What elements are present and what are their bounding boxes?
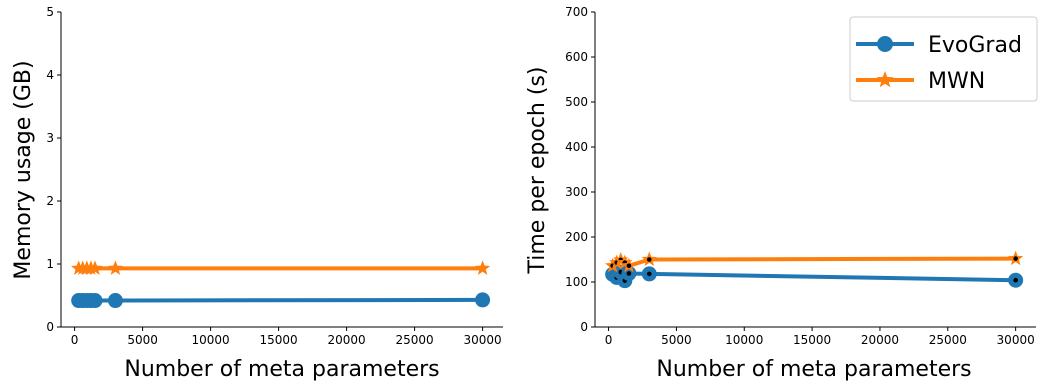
time-x-tick-label: 25000 [929,333,967,347]
memory-x-axis-label: Number of meta parameters [124,357,439,382]
legend-evograd-label: EvoGrad [928,33,1022,58]
time-y-tick-label: 100 [565,275,588,289]
memory-y-tick-label: 3 [46,131,54,145]
memory-x-tick-label: 5000 [127,333,158,347]
memory-plot-area: 0 5000 10000 15000 20000 25000 30000 0 1 2 3 4 5 [46,5,503,347]
time-x-tick-label: 5000 [661,333,692,347]
memory-evograd-point [107,293,123,309]
memory-x-tick-label: 0 [71,333,79,347]
legend-mwn-marker [876,71,894,88]
time-series-mwn-line [610,256,1018,268]
legend-entry-mwn: MWN [856,69,985,94]
time-x-tick-label: 30000 [997,333,1035,347]
time-evograd-point-center [1013,277,1018,283]
memory-y-tick-label: 4 [46,68,54,82]
time-x-axis-label: Number of meta parameters [656,357,971,382]
memory-mwn-point [474,260,491,275]
time-x-tick-label: 10000 [725,333,763,347]
memory-x-tick-label: 20000 [328,333,366,347]
time-evograd-point-center [646,271,652,277]
time-per-epoch-chart: 0 5000 10000 15000 20000 25000 30000 0 100 200 300… [525,5,1038,382]
time-y-tick-label: 500 [565,95,588,109]
memory-x-tick-label: 10000 [192,333,230,347]
time-y-tick-label: 0 [580,320,588,334]
memory-y-tick-label: 0 [46,320,54,334]
time-y-tick-label: 300 [565,185,588,199]
time-mwn-point-center [626,263,632,269]
memory-x-tick-label: 25000 [396,333,434,347]
memory-y-axis-label: Memory usage (GB) [11,60,36,279]
memory-usage-chart: 0 5000 10000 15000 20000 25000 30000 0 1 2 3 4 5 Num… [11,5,503,382]
memory-mwn-point [87,260,103,275]
time-series-evograd-line [610,270,1018,283]
memory-x-tick-label: 15000 [260,333,298,347]
legend-entry-evograd: EvoGrad [856,33,1022,58]
time-evograd-point-center [626,271,632,276]
legend-mwn-label: MWN [928,69,985,94]
time-x-tick-label: 0 [605,333,613,347]
memory-evograd-point [87,293,103,309]
time-y-tick-label: 200 [565,230,588,244]
memory-mwn-point [107,260,124,275]
memory-y-tick-label: 5 [46,5,54,19]
legend-evograd-marker [877,36,893,52]
time-y-tick-label: 700 [565,5,588,19]
time-plot-area: 0 5000 10000 15000 20000 25000 30000 0 100 200 300… [565,5,1036,347]
time-y-axis-label: Time per epoch (s) [525,67,550,275]
time-y-tick-label: 600 [565,50,588,64]
time-x-tick-label: 15000 [793,333,831,347]
memory-y-tick-label: 2 [46,194,54,208]
memory-evograd-point [475,292,491,308]
time-y-tick-label: 400 [565,140,588,154]
memory-series-evograd-line [76,297,485,303]
time-mwn-point-center [646,257,652,262]
memory-y-tick-label: 1 [46,257,54,271]
memory-x-tick-label: 30000 [464,333,502,347]
time-x-tick-label: 20000 [861,333,899,347]
time-mwn-point-center [1013,256,1018,261]
legend: EvoGrad MWN [849,16,1038,102]
